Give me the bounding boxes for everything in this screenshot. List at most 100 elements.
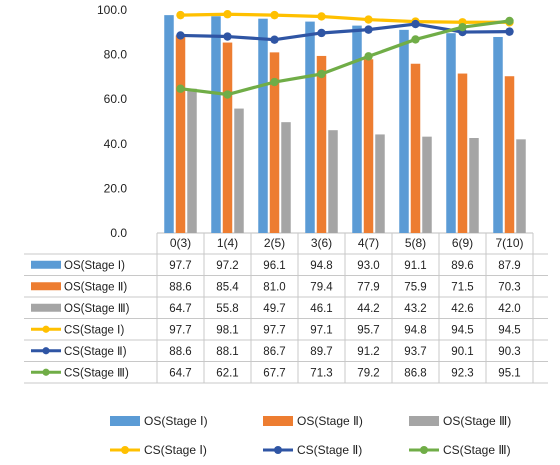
bar-os-stage-2 <box>269 52 280 234</box>
table-cell: 81.0 <box>263 281 285 293</box>
table-cell: 86.8 <box>404 367 426 379</box>
legend-key-marker <box>121 446 129 454</box>
bar-os-stage-1 <box>446 33 456 233</box>
point-cs-stage-1 <box>270 10 279 20</box>
table-cell: 94.5 <box>451 324 473 336</box>
table-cell: 90.1 <box>451 346 473 358</box>
bar-os-stage-2 <box>504 76 515 233</box>
point-cs-stage-3 <box>458 22 467 32</box>
lines <box>176 10 514 99</box>
table-cell: 64.7 <box>169 303 191 315</box>
table-cell: 90.3 <box>498 346 520 358</box>
table-row-label: CS(Stage Ⅱ) <box>64 346 127 358</box>
bar-os-stage-3 <box>281 122 291 233</box>
bar-os-stage-1 <box>493 36 503 233</box>
x-tick-label: 2(5) <box>264 236 285 250</box>
table-cell: 94.8 <box>310 260 332 272</box>
table-cell: 87.9 <box>498 260 520 272</box>
table-cell: 79.2 <box>357 367 379 379</box>
x-tick-label: 5(8) <box>405 236 426 250</box>
table-cell: 62.1 <box>216 367 238 379</box>
table-cell: 97.7 <box>169 324 191 336</box>
point-cs-stage-3 <box>505 16 514 26</box>
bar-os-stage-2 <box>316 55 327 233</box>
point-cs-stage-3 <box>176 84 185 93</box>
table-cell: 77.9 <box>357 281 379 293</box>
legend-label: CS(Stage Ⅲ) <box>443 443 511 457</box>
table-cell: 85.4 <box>216 281 239 293</box>
table-key-marker <box>42 325 50 333</box>
x-tick-label: 4(7) <box>358 236 379 250</box>
bar-os-stage-2 <box>222 42 233 233</box>
bar-os-stage-1 <box>211 16 221 233</box>
bar-os-stage-3 <box>516 139 526 233</box>
table-cell: 71.5 <box>451 281 473 293</box>
bar-os-stage-1 <box>258 18 268 233</box>
table-cell: 91.1 <box>404 260 426 272</box>
table-cell: 70.3 <box>498 281 520 293</box>
table-row-label: OS(Stage Ⅱ) <box>64 281 127 293</box>
bar-os-stage-1 <box>399 29 409 233</box>
legend-key-bar <box>263 416 293 426</box>
legend-key-marker <box>420 446 428 454</box>
y-tick-label: 20.0 <box>104 181 128 195</box>
table-cell: 42.6 <box>451 303 473 315</box>
bar-os-stage-3 <box>469 138 479 233</box>
bars <box>164 15 526 234</box>
legend-label: OS(Stage Ⅱ) <box>297 414 363 428</box>
legend-key-marker <box>274 446 282 454</box>
table-cell: 43.2 <box>404 303 426 315</box>
bar-os-stage-2 <box>410 63 421 234</box>
table-key-marker <box>42 368 50 376</box>
table-cell: 88.1 <box>216 346 238 358</box>
legend-key-bar <box>110 416 140 426</box>
table-cell: 93.7 <box>404 346 426 358</box>
table-row-label: OS(Stage Ⅲ) <box>64 303 130 315</box>
table-key-bar <box>31 303 61 312</box>
point-cs-stage-2 <box>411 19 420 29</box>
bar-os-stage-3 <box>328 130 338 233</box>
table-cell: 64.7 <box>169 367 191 379</box>
bar-os-stage-2 <box>363 59 374 233</box>
bar-os-stage-3 <box>187 88 197 234</box>
point-cs-stage-2 <box>176 31 185 40</box>
point-cs-stage-3 <box>223 90 232 99</box>
table-cell: 98.1 <box>216 324 238 336</box>
table-cell: 86.7 <box>263 346 285 358</box>
table-cell: 67.7 <box>263 367 285 379</box>
point-cs-stage-3 <box>411 35 420 44</box>
point-cs-stage-2 <box>317 28 326 38</box>
table-cell: 94.8 <box>404 324 426 336</box>
bar-os-stage-2 <box>457 73 468 234</box>
point-cs-stage-3 <box>270 77 279 87</box>
table-cell: 96.1 <box>263 260 285 272</box>
point-cs-stage-1 <box>176 10 185 20</box>
table-cell: 92.3 <box>451 367 473 379</box>
table-row-label: CS(Stage Ⅲ) <box>64 367 129 379</box>
point-cs-stage-2 <box>364 25 373 34</box>
bar-os-stage-2 <box>175 35 186 234</box>
table-cell: 93.0 <box>357 260 379 272</box>
point-cs-stage-2 <box>223 32 232 41</box>
x-tick-label: 6(9) <box>452 236 473 250</box>
table-cell: 94.5 <box>498 324 520 336</box>
data-table: 0(3) 1(4) 2(5) 3(6) 4(7) 5(8) 6(9) 7(10) OS(Stag… <box>24 233 548 384</box>
table-cell: 44.2 <box>357 303 379 315</box>
bar-os-stage-3 <box>422 136 432 233</box>
table-cell: 88.6 <box>169 281 191 293</box>
y-tick-label: 60.0 <box>104 92 128 106</box>
legend-key-bar <box>409 416 439 426</box>
table-cell: 88.6 <box>169 346 191 358</box>
legend-label: CS(Stage Ⅱ) <box>297 443 362 457</box>
table-cell: 79.4 <box>310 281 333 293</box>
table-key-marker <box>42 347 50 355</box>
table-cell: 75.9 <box>404 281 426 293</box>
table-cell: 97.2 <box>216 260 238 272</box>
table-cell: 89.7 <box>310 346 332 358</box>
table-cell: 89.6 <box>451 260 473 272</box>
table-cell: 97.1 <box>310 324 332 336</box>
bar-os-stage-1 <box>305 21 315 233</box>
table-cell: 71.3 <box>310 367 332 379</box>
point-cs-stage-2 <box>270 35 279 44</box>
